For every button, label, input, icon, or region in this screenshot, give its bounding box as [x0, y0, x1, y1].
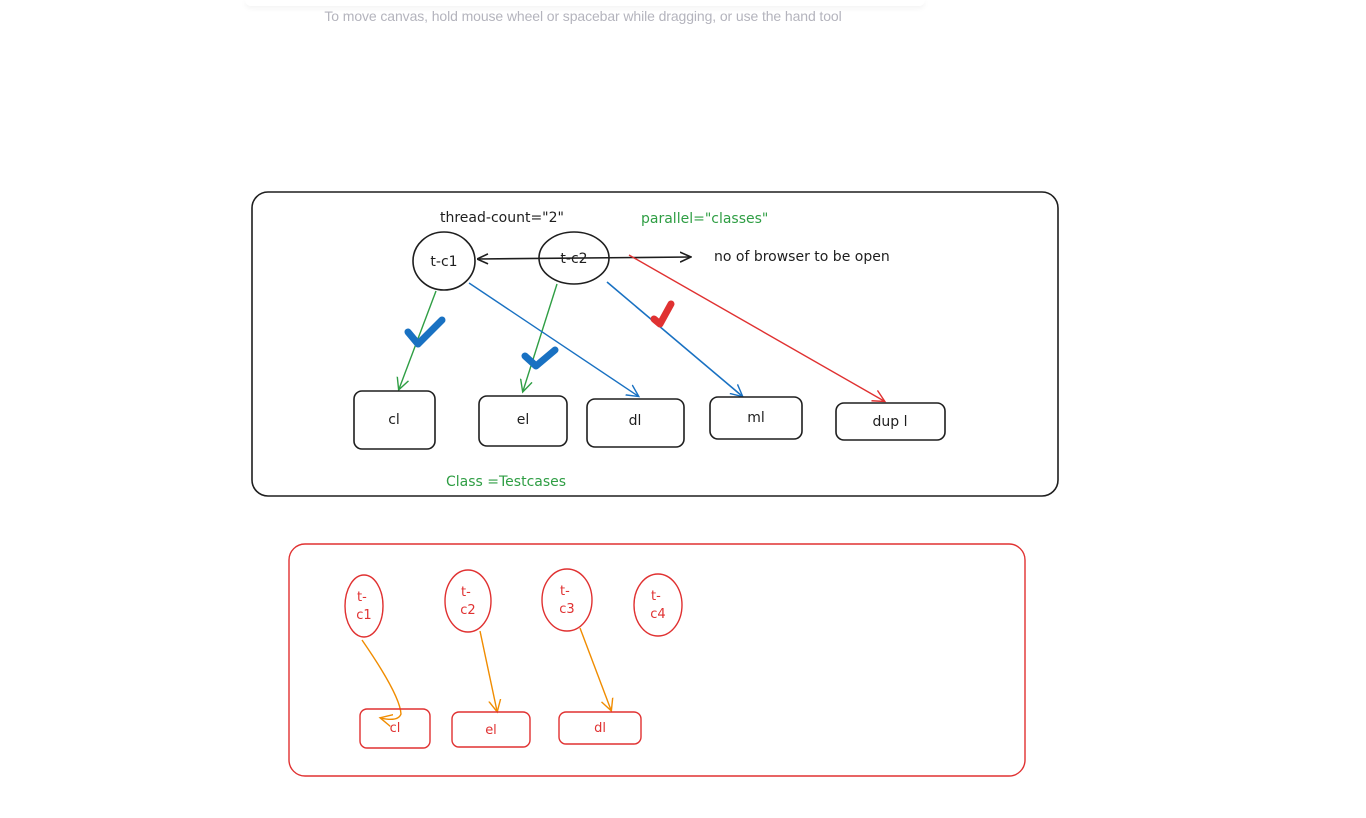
- red-thread-label-tc2-line2: c2: [460, 603, 475, 618]
- red-thread-label-tc3[interactable]: t- c3: [559, 584, 574, 617]
- method-box-dupl[interactable]: [835, 402, 946, 441]
- red-method-label-dl[interactable]: dl: [594, 721, 606, 736]
- arrow-tc2-to-el[interactable]: [523, 283, 558, 391]
- red-method-label-el[interactable]: el: [485, 723, 497, 738]
- red-thread-ellipse-tc2[interactable]: [444, 569, 492, 633]
- method-label-dl[interactable]: dl: [629, 413, 642, 429]
- parallel-label[interactable]: parallel="classes": [641, 211, 768, 227]
- red-thread-label-tc4[interactable]: t- c4: [650, 589, 665, 622]
- arrow-tc2-to-dupl[interactable]: [628, 254, 884, 401]
- red-thread-label-tc2-line1: t-: [461, 585, 471, 600]
- red-thread-label-tc4-line2: c4: [650, 607, 665, 622]
- method-box-cl[interactable]: [353, 390, 436, 450]
- red-thread-ellipse-tc3[interactable]: [541, 568, 593, 632]
- red-thread-label-tc1-line1: t-: [357, 590, 367, 605]
- thread-label-tc2[interactable]: t-c2: [560, 251, 587, 267]
- red-thread-ellipse-tc4[interactable]: [633, 573, 683, 637]
- red-frame-rectangle[interactable]: [288, 543, 1026, 777]
- browser-note[interactable]: no of browser to be open: [714, 249, 890, 265]
- canvas-hint: To move canvas, hold mouse wheel or spac…: [324, 8, 842, 24]
- method-label-ml[interactable]: ml: [747, 410, 765, 426]
- red-method-label-cl[interactable]: cl: [390, 721, 401, 736]
- arrow-tc1-to-dl[interactable]: [468, 282, 638, 396]
- orange-arrow-tc1-to-cl[interactable]: [361, 639, 402, 719]
- method-box-ml[interactable]: [709, 396, 803, 440]
- thread-count-label[interactable]: thread-count="2": [440, 210, 564, 226]
- method-label-el[interactable]: el: [517, 412, 530, 428]
- checkmark-red[interactable]: [650, 300, 675, 328]
- red-thread-label-tc1-line2: c1: [356, 608, 371, 623]
- red-thread-label-tc2[interactable]: t- c2: [460, 585, 475, 618]
- orange-arrow-tc3-to-dl[interactable]: [579, 627, 611, 710]
- diagram-parallel-classes[interactable]: thread-count="2" parallel="classes" t-c1…: [251, 191, 1059, 497]
- red-method-box-el[interactable]: [451, 711, 531, 748]
- toolbar-shadow: [245, 0, 925, 6]
- method-label-dupl[interactable]: dup l: [873, 414, 908, 430]
- class-label[interactable]: Class =Testcases: [446, 474, 566, 490]
- checkmark-blue-2[interactable]: [521, 346, 559, 370]
- red-method-box-cl[interactable]: [359, 708, 431, 749]
- diagram-red-threads[interactable]: t- c1 t- c2 t- c3 t- c4 cl el dl: [288, 543, 1026, 777]
- method-label-cl[interactable]: cl: [388, 412, 400, 428]
- red-thread-ellipse-tc1[interactable]: [344, 574, 384, 638]
- orange-arrow-tc2-to-el[interactable]: [479, 630, 497, 711]
- arrow-tc2-to-ml[interactable]: [606, 281, 742, 396]
- thread-label-tc1[interactable]: t-c1: [430, 254, 457, 270]
- method-box-dl[interactable]: [586, 398, 685, 448]
- red-thread-label-tc3-line2: c3: [559, 602, 574, 617]
- frame-rectangle[interactable]: [251, 191, 1059, 497]
- red-thread-label-tc1[interactable]: t- c1: [356, 590, 371, 623]
- red-method-box-dl[interactable]: [558, 711, 642, 745]
- browser-count-arrow[interactable]: [478, 257, 690, 259]
- method-box-el[interactable]: [478, 395, 568, 447]
- red-thread-label-tc4-line1: t-: [651, 589, 661, 604]
- red-thread-label-tc3-line1: t-: [560, 584, 570, 599]
- thread-ellipse-tc1[interactable]: [412, 231, 476, 291]
- checkmark-blue-1[interactable]: [404, 316, 446, 348]
